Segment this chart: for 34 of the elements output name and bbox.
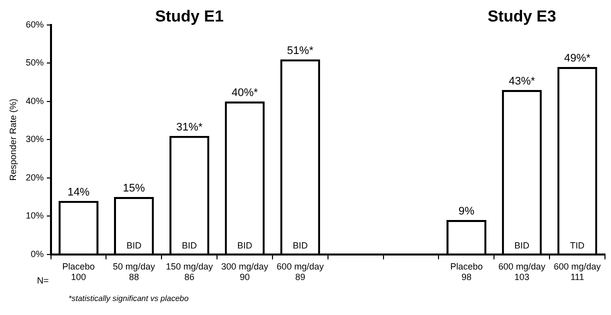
x-tick-label: 300 mg/day 90 bbox=[221, 261, 269, 282]
x-tick-label: 600 mg/day 103 bbox=[498, 261, 546, 282]
x-tick-label: 600 mg/day 111 bbox=[554, 261, 602, 282]
text: *statistically significant vs placebo bbox=[68, 294, 190, 304]
y-tick-label: 30% bbox=[26, 134, 44, 144]
data-label: 31%* bbox=[176, 121, 204, 134]
annotation: BID bbox=[514, 240, 530, 250]
y-axis-title: Responder Rate (%) bbox=[8, 98, 18, 181]
annotation: TID bbox=[570, 240, 586, 250]
data-label: 43%* bbox=[508, 76, 536, 88]
data-label: 51%* bbox=[287, 44, 314, 57]
data-label: 9% bbox=[458, 206, 475, 218]
annotation: BID bbox=[182, 240, 198, 250]
annotation: BID bbox=[126, 240, 142, 250]
x-tick-label: Placebo 100 bbox=[62, 261, 95, 282]
data-label: 15% bbox=[122, 182, 146, 195]
data-label: 49%* bbox=[564, 52, 592, 65]
x-tick-label: Placebo 98 bbox=[450, 261, 483, 282]
annotation: Study E3 bbox=[488, 8, 556, 26]
annotation: Study E1 bbox=[155, 8, 224, 26]
text: N= bbox=[37, 275, 49, 286]
data-label: 40%* bbox=[232, 87, 259, 99]
y-tick-label: 20% bbox=[26, 172, 44, 182]
annotation: BID bbox=[237, 240, 253, 250]
annotation: BID bbox=[292, 240, 308, 250]
data-label: 14% bbox=[68, 186, 90, 198]
y-tick-label: 0% bbox=[30, 248, 44, 259]
y-tick-label: 50% bbox=[26, 58, 44, 68]
x-tick-label: 50 mg/day 88 bbox=[112, 261, 156, 282]
y-tick-label: 40% bbox=[26, 96, 44, 106]
x-tick-label: 600 mg/day 89 bbox=[276, 261, 324, 282]
y-tick-label: 60% bbox=[26, 19, 44, 30]
x-tick-label: 150 mg/day 86 bbox=[166, 261, 214, 282]
y-tick-label: 10% bbox=[26, 210, 44, 221]
